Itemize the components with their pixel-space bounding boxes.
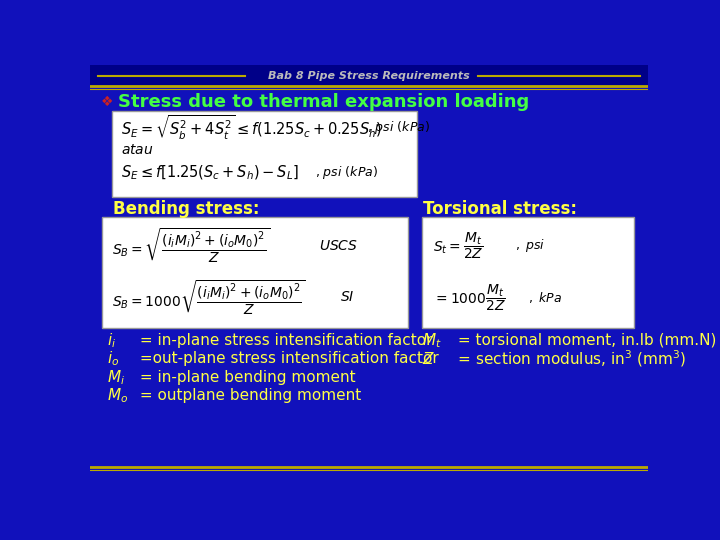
Text: $S_B = 1000\sqrt{\dfrac{(i_i M_i)^2 + (i_o M_0)^2}{Z}}$: $S_B = 1000\sqrt{\dfrac{(i_i M_i)^2 + (i… [112,278,305,316]
Text: $S_E \leq f[1.25(S_c + S_h) - S_L]$: $S_E \leq f[1.25(S_c + S_h) - S_L]$ [121,164,299,182]
Text: = torsional moment, in.lb (mm.N): = torsional moment, in.lb (mm.N) [453,333,716,348]
Text: $S_B = \sqrt{\dfrac{(i_i M_i)^2 + (i_o M_0)^2}{Z}}$: $S_B = \sqrt{\dfrac{(i_i M_i)^2 + (i_o M… [112,226,270,265]
Text: Bab 8 Pipe Stress Requirements: Bab 8 Pipe Stress Requirements [268,71,470,80]
Text: =out-plane stress intensification factor: =out-plane stress intensification factor [135,352,438,367]
Text: $S_t = \dfrac{M_t}{2Z}$: $S_t = \dfrac{M_t}{2Z}$ [433,231,483,261]
Text: $\mathit{atau}$: $\mathit{atau}$ [121,143,153,157]
Text: $\mathit{USCS}$: $\mathit{USCS}$ [319,239,358,253]
Text: $Z$: $Z$ [422,351,435,367]
Text: $M_i$: $M_i$ [107,368,125,387]
FancyBboxPatch shape [102,217,408,328]
Text: , $\mathit{psi\ (kPa)}$: , $\mathit{psi\ (kPa)}$ [367,119,431,137]
FancyBboxPatch shape [422,217,634,328]
Text: ❖: ❖ [101,94,113,109]
Text: $M_o$: $M_o$ [107,387,128,405]
Text: $i_i$: $i_i$ [107,331,116,350]
Text: $= 1000\dfrac{M_t}{2Z}$: $= 1000\dfrac{M_t}{2Z}$ [433,282,505,313]
Text: $S_E = \sqrt{S_b^2 + 4S_t^2} \leq f(1.25S_c + 0.25S_h)$: $S_E = \sqrt{S_b^2 + 4S_t^2} \leq f(1.25… [121,114,382,142]
FancyBboxPatch shape [112,111,417,197]
Text: , $\mathit{psi\ (kPa)}$: , $\mathit{psi\ (kPa)}$ [315,164,378,181]
Text: $,\ \mathit{psi}$: $,\ \mathit{psi}$ [515,237,545,254]
Text: $M_t$: $M_t$ [422,331,441,350]
Text: $,\ \mathit{kPa}$: $,\ \mathit{kPa}$ [528,290,562,305]
Text: Torsional stress:: Torsional stress: [423,200,577,218]
Text: = in-plane bending moment: = in-plane bending moment [135,370,356,385]
Text: = in-plane stress intensification factor: = in-plane stress intensification factor [135,333,433,348]
Text: Stress due to thermal expansion loading: Stress due to thermal expansion loading [118,93,529,111]
FancyBboxPatch shape [90,65,648,86]
Text: $i_o$: $i_o$ [107,349,120,368]
Text: Bending stress:: Bending stress: [113,200,260,218]
Text: = section modulus, in$^3$ (mm$^3$): = section modulus, in$^3$ (mm$^3$) [453,349,686,369]
Text: = outplane bending moment: = outplane bending moment [135,388,361,403]
Text: $\mathit{SI}$: $\mathit{SI}$ [340,291,354,305]
